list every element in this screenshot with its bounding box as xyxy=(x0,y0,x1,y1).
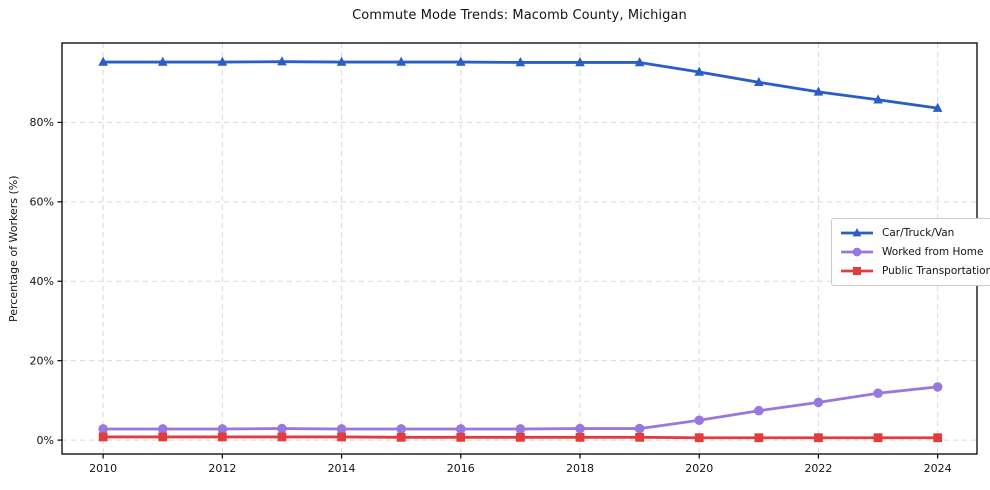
legend-swatch-car-truck-van xyxy=(841,228,873,237)
data-point-marker xyxy=(158,432,168,442)
data-point-marker xyxy=(813,397,824,408)
data-point-marker xyxy=(754,433,764,443)
chart-title: Commute Mode Trends: Macomb County, Mich… xyxy=(352,8,687,23)
data-point-marker xyxy=(98,56,108,66)
axis-ticks: 2010 2012 2014 2016 2018 2020 2022 2024 0% 20% 40%… xyxy=(30,116,952,475)
data-point-marker xyxy=(515,432,525,442)
data-point-marker xyxy=(396,56,406,66)
data-point-marker xyxy=(575,432,585,442)
legend-swatch-public-transportation xyxy=(841,267,873,275)
x-tick-label: 2022 xyxy=(804,462,832,475)
data-point-marker xyxy=(852,228,862,237)
data-point-marker xyxy=(277,56,287,66)
data-point-marker xyxy=(635,432,645,442)
x-tick-label: 2018 xyxy=(566,462,594,475)
data-point-marker xyxy=(754,76,764,87)
data-point-marker xyxy=(277,432,287,442)
y-tick-label: 80% xyxy=(30,116,54,129)
series-line-worked-from-home xyxy=(101,385,940,431)
series-line-car-truck-van xyxy=(101,60,940,110)
data-point-marker xyxy=(515,424,526,434)
data-point-marker xyxy=(455,424,466,434)
y-tick-label: 0% xyxy=(37,434,54,447)
data-point-marker xyxy=(396,424,406,434)
data-point-marker xyxy=(337,432,346,442)
data-point-marker xyxy=(852,247,862,257)
data-point-marker xyxy=(456,432,466,442)
legend-label: Worked from Home xyxy=(882,246,984,258)
series-public-transportation xyxy=(98,432,943,443)
legend-label: Car/Truck/Van xyxy=(882,227,955,239)
data-point-marker xyxy=(157,56,168,66)
legend-label: Public Transportation xyxy=(882,265,990,277)
data-point-marker xyxy=(575,423,585,434)
data-point-marker xyxy=(814,433,823,443)
legend-box: Car/Truck/Van Worked from Home Public Tran… xyxy=(831,218,990,286)
data-point-marker xyxy=(157,424,168,434)
data-point-marker xyxy=(217,56,228,66)
y-tick-label: 40% xyxy=(30,275,54,288)
legend-swatch-worked-from-home xyxy=(841,247,873,257)
data-point-marker xyxy=(694,415,705,426)
data-point-marker xyxy=(98,432,108,442)
legend-item-worked-from-home: Worked from Home xyxy=(840,244,990,260)
data-point-marker xyxy=(515,57,526,67)
data-point-marker xyxy=(694,66,705,76)
data-point-marker xyxy=(873,94,883,104)
data-point-marker xyxy=(634,57,645,67)
legend-item-public-transportation: Public Transportation xyxy=(840,263,990,279)
y-tick-label: 60% xyxy=(30,196,54,209)
data-point-marker xyxy=(98,424,108,434)
x-tick-label: 2012 xyxy=(208,462,236,475)
data-point-marker xyxy=(277,423,287,434)
data-point-marker xyxy=(933,433,943,443)
data-point-marker xyxy=(396,432,406,442)
data-point-marker xyxy=(336,424,347,434)
series-car-truck-van xyxy=(98,56,943,112)
data-point-marker xyxy=(694,433,704,443)
x-tick-label: 2020 xyxy=(685,462,713,475)
data-point-marker xyxy=(813,86,824,96)
data-point-marker xyxy=(873,433,883,443)
series-worked-from-home xyxy=(98,382,943,434)
data-point-marker xyxy=(873,388,883,399)
x-tick-label: 2016 xyxy=(447,462,475,475)
data-point-marker xyxy=(575,57,585,67)
legend-item-car-truck-van: Car/Truck/Van xyxy=(840,225,990,241)
data-point-marker xyxy=(217,424,228,434)
data-point-marker xyxy=(932,102,943,112)
data-point-marker xyxy=(932,382,943,392)
data-point-marker xyxy=(634,423,645,434)
x-tick-label: 2010 xyxy=(89,462,117,475)
x-tick-label: 2024 xyxy=(924,462,952,475)
data-point-marker xyxy=(853,267,861,275)
data-point-marker xyxy=(754,405,764,416)
x-tick-label: 2014 xyxy=(328,462,356,475)
y-tick-label: 20% xyxy=(30,354,54,367)
data-point-marker xyxy=(336,56,347,66)
data-point-marker xyxy=(217,432,227,442)
data-point-marker xyxy=(455,56,466,66)
